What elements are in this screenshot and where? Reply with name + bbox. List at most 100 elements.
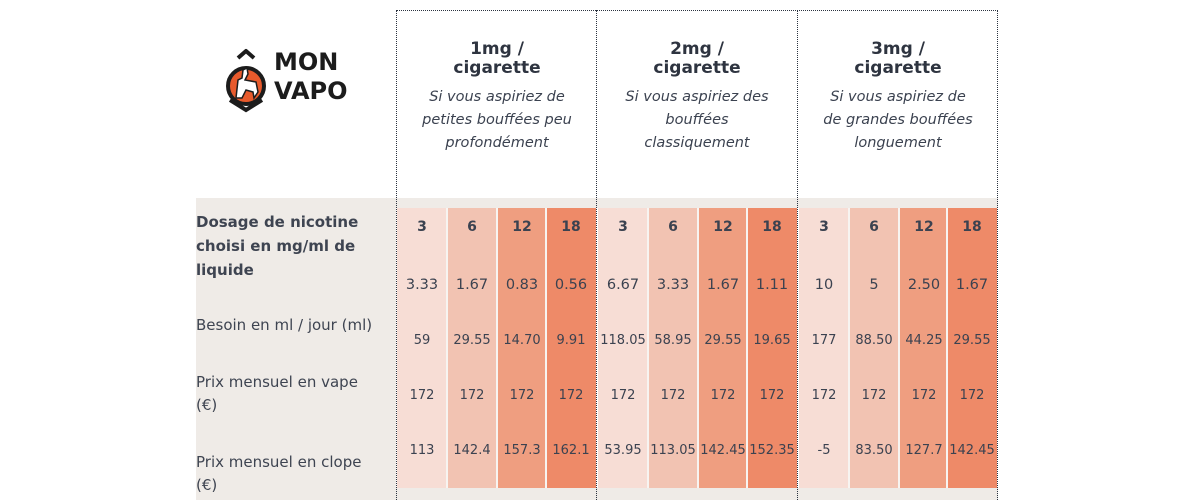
column-shade bbox=[849, 208, 899, 488]
column-shade bbox=[397, 208, 447, 488]
table-cell-vape: 172 bbox=[509, 388, 535, 403]
row-label-dosage: Dosage de nicotine choisi en mg/ml de li… bbox=[196, 213, 359, 279]
group-title: 3mg / cigarette bbox=[854, 39, 942, 78]
table-cell: 0.83 bbox=[505, 277, 539, 293]
group-border bbox=[396, 10, 397, 500]
dosage-header-cell: 12 bbox=[914, 219, 934, 235]
table-cell-clope: 162.1 bbox=[552, 443, 590, 458]
dosage-header-cell: 3 bbox=[618, 219, 628, 235]
table-cell-besoin: 29.55 bbox=[453, 333, 491, 348]
table-cell-besoin: 29.55 bbox=[704, 333, 742, 348]
group-title: 1mg / cigarette bbox=[453, 39, 541, 78]
table-cell-vape: 172 bbox=[660, 388, 686, 403]
table-cell-vape: 172 bbox=[610, 388, 636, 403]
row-label-vape: Prix mensuel en vape (€) bbox=[196, 373, 358, 414]
dosage-header-cell: 3 bbox=[819, 219, 829, 235]
table-cell-vape: 172 bbox=[811, 388, 837, 403]
group-border bbox=[797, 10, 798, 500]
brand-line-1: MON bbox=[274, 48, 339, 76]
group-subtitle: Si vous aspiriez des bouffées classiquem… bbox=[625, 89, 769, 151]
table-cell-vape: 172 bbox=[558, 388, 584, 403]
column-shade bbox=[598, 208, 648, 488]
column-shade bbox=[698, 208, 748, 488]
table-cell: 3.33 bbox=[405, 277, 439, 293]
table-cell-besoin: 59 bbox=[413, 333, 431, 348]
table-cell: 3.33 bbox=[656, 277, 690, 293]
column-separator bbox=[898, 208, 900, 488]
column-separator bbox=[496, 208, 498, 488]
table-cell: 0.56 bbox=[554, 277, 588, 293]
column-shade bbox=[747, 208, 797, 488]
table-cell: 1.11 bbox=[755, 277, 789, 293]
table-cell-besoin: 58.95 bbox=[654, 333, 692, 348]
table-cell: 1.67 bbox=[706, 277, 740, 293]
table-cell-vape: 172 bbox=[911, 388, 937, 403]
table-bottom-band bbox=[396, 488, 998, 500]
table-cell: 2.50 bbox=[907, 277, 941, 293]
group-border bbox=[596, 10, 597, 500]
column-separator bbox=[647, 208, 649, 488]
table-cell-vape: 172 bbox=[861, 388, 887, 403]
dosage-header-cell: 18 bbox=[561, 219, 581, 235]
group-subtitle: Si vous aspiriez de petites bouffées peu… bbox=[422, 89, 572, 151]
row-label-panel bbox=[196, 198, 396, 500]
dosage-header-cell: 18 bbox=[762, 219, 782, 235]
dosage-header-cell: 3 bbox=[417, 219, 427, 235]
row-label-clope: Prix mensuel en clope (€) bbox=[196, 453, 362, 494]
table-cell: 5 bbox=[869, 277, 879, 293]
table-cell-clope: 83.50 bbox=[855, 443, 893, 458]
group-title: 2mg / cigarette bbox=[653, 39, 741, 78]
column-shade bbox=[546, 208, 596, 488]
column-shade bbox=[799, 208, 849, 488]
column-shade bbox=[447, 208, 497, 488]
table-cell-besoin: 19.65 bbox=[753, 333, 791, 348]
llama-icon bbox=[226, 49, 266, 113]
group-border-top bbox=[396, 10, 998, 11]
table-cell: 1.67 bbox=[955, 277, 989, 293]
table-cell-besoin: 29.55 bbox=[953, 333, 991, 348]
table-cell-besoin: 88.50 bbox=[855, 333, 893, 348]
brand-logo[interactable]: MON VAPO bbox=[226, 48, 371, 114]
table-cell-vape: 172 bbox=[959, 388, 985, 403]
column-shade bbox=[947, 208, 997, 488]
column-separator bbox=[946, 208, 948, 488]
brand-wordmark: MON VAPO bbox=[274, 48, 348, 106]
table-cell-clope: 157.3 bbox=[503, 443, 541, 458]
column-separator bbox=[697, 208, 699, 488]
table-cell-besoin: 118.05 bbox=[600, 333, 646, 348]
dosage-header-cell: 12 bbox=[713, 219, 733, 235]
table-cell-besoin: 44.25 bbox=[905, 333, 943, 348]
dosage-header-cell: 18 bbox=[962, 219, 982, 235]
row-label-besoin: Besoin en ml / jour (ml) bbox=[196, 316, 373, 334]
table-cell-clope: -5 bbox=[817, 443, 831, 458]
column-separator bbox=[446, 208, 448, 488]
dosage-header-cell: 6 bbox=[668, 219, 678, 235]
column-shade bbox=[497, 208, 547, 488]
table-cell-besoin: 9.91 bbox=[556, 333, 586, 348]
table-cell-clope: 113 bbox=[409, 443, 435, 458]
column-separator bbox=[848, 208, 850, 488]
brand-line-2: VAPO bbox=[274, 77, 348, 105]
table-cell: 1.67 bbox=[455, 277, 489, 293]
dosage-header-cell: 6 bbox=[467, 219, 477, 235]
table-cell: 6.67 bbox=[606, 277, 640, 293]
column-separator bbox=[746, 208, 748, 488]
table-cell-clope: 152.35 bbox=[749, 443, 795, 458]
column-shade bbox=[899, 208, 949, 488]
table-cell-clope: 127.7 bbox=[905, 443, 943, 458]
group-border bbox=[997, 10, 998, 500]
table-cell-vape: 172 bbox=[710, 388, 736, 403]
table-cell-besoin: 177 bbox=[811, 333, 837, 348]
table-cell-vape: 172 bbox=[459, 388, 485, 403]
column-separator bbox=[545, 208, 547, 488]
table-cell-vape: 172 bbox=[409, 388, 435, 403]
table-cell: 10 bbox=[814, 277, 834, 293]
table-cell-besoin: 14.70 bbox=[503, 333, 541, 348]
column-shade bbox=[648, 208, 698, 488]
table-top-band bbox=[396, 198, 998, 208]
table-cell-clope: 142.45 bbox=[700, 443, 746, 458]
table-cell-clope: 142.4 bbox=[453, 443, 491, 458]
group-subtitle: Si vous aspiriez de de grandes bouffées … bbox=[823, 89, 973, 151]
table-cell-clope: 53.95 bbox=[604, 443, 642, 458]
table-cell-clope: 113.05 bbox=[650, 443, 696, 458]
